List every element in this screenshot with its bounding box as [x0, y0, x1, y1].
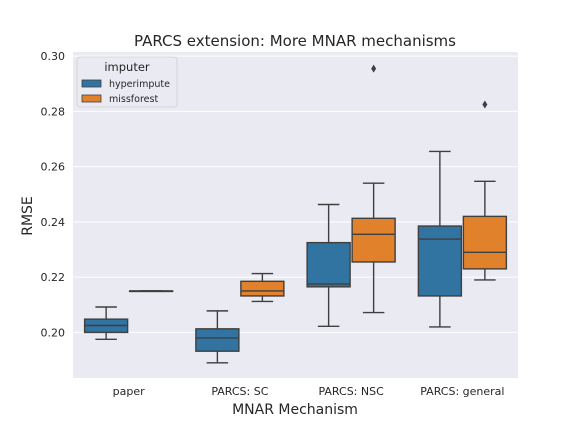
x-axis-title: MNAR Mechanism [232, 402, 358, 418]
box-missforest-parcs-sc [240, 272, 285, 303]
legend-swatch-missforest [81, 94, 102, 103]
outlier-point [371, 64, 377, 73]
legend: imputer hyperimpute missforest [76, 56, 178, 108]
box-iqr [195, 328, 240, 352]
box-iqr [417, 225, 463, 297]
box-hyperimpute-parcs-general [417, 150, 463, 328]
y-axis-title: RMSE [20, 196, 36, 236]
x-tick-label: PARCS: SC [211, 385, 268, 398]
box-hyperimpute-parcs-nsc [306, 203, 351, 328]
box-hyperimpute-paper [83, 306, 129, 341]
tick-labels: 0.20 0.22 0.24 0.26 0.28 0.30 paper PARCS: SC PA… [41, 50, 505, 398]
x-tick-label: paper [113, 385, 145, 398]
y-tick-label: 0.28 [41, 105, 66, 118]
box-missforest-parcs-general [462, 100, 508, 281]
outlier-point [482, 100, 488, 109]
legend-label-hyperimpute: hyperimpute [109, 79, 170, 90]
y-tick-label: 0.26 [41, 161, 66, 174]
legend-label-missforest: missforest [109, 94, 158, 105]
box-iqr [462, 215, 508, 270]
box-layer [83, 64, 508, 364]
box-hyperimpute-parcs-sc [195, 310, 240, 364]
legend-title: imputer [104, 60, 150, 74]
box-missforest-parcs-nsc [351, 64, 396, 314]
gridlines [73, 55, 518, 333]
y-tick-label: 0.30 [41, 50, 66, 63]
x-tick-label: PARCS: NSC [318, 385, 384, 398]
legend-swatch-hyperimpute [81, 79, 102, 88]
legend-frame [76, 56, 178, 108]
chart-title: PARCS extension: More MNAR mechanisms [134, 32, 456, 50]
box-iqr [351, 217, 396, 263]
y-tick-label: 0.22 [41, 271, 66, 284]
y-tick-label: 0.24 [41, 216, 66, 229]
y-tick-label: 0.20 [41, 326, 66, 339]
box-missforest-paper [128, 290, 174, 293]
x-tick-label: PARCS: general [420, 385, 504, 398]
box-iqr [240, 280, 285, 297]
box-iqr [306, 241, 351, 288]
